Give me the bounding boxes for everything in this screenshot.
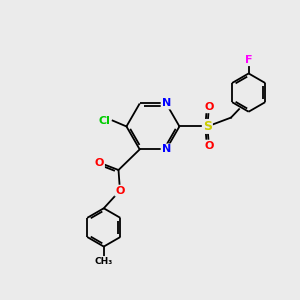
Text: Cl: Cl (98, 116, 110, 126)
Text: S: S (203, 120, 212, 133)
Text: O: O (204, 102, 214, 112)
Text: O: O (115, 186, 125, 196)
Text: N: N (162, 98, 171, 109)
Text: N: N (162, 144, 171, 154)
Text: CH₃: CH₃ (94, 257, 113, 266)
Text: O: O (204, 141, 214, 151)
Text: O: O (95, 158, 104, 168)
Text: F: F (245, 55, 252, 65)
